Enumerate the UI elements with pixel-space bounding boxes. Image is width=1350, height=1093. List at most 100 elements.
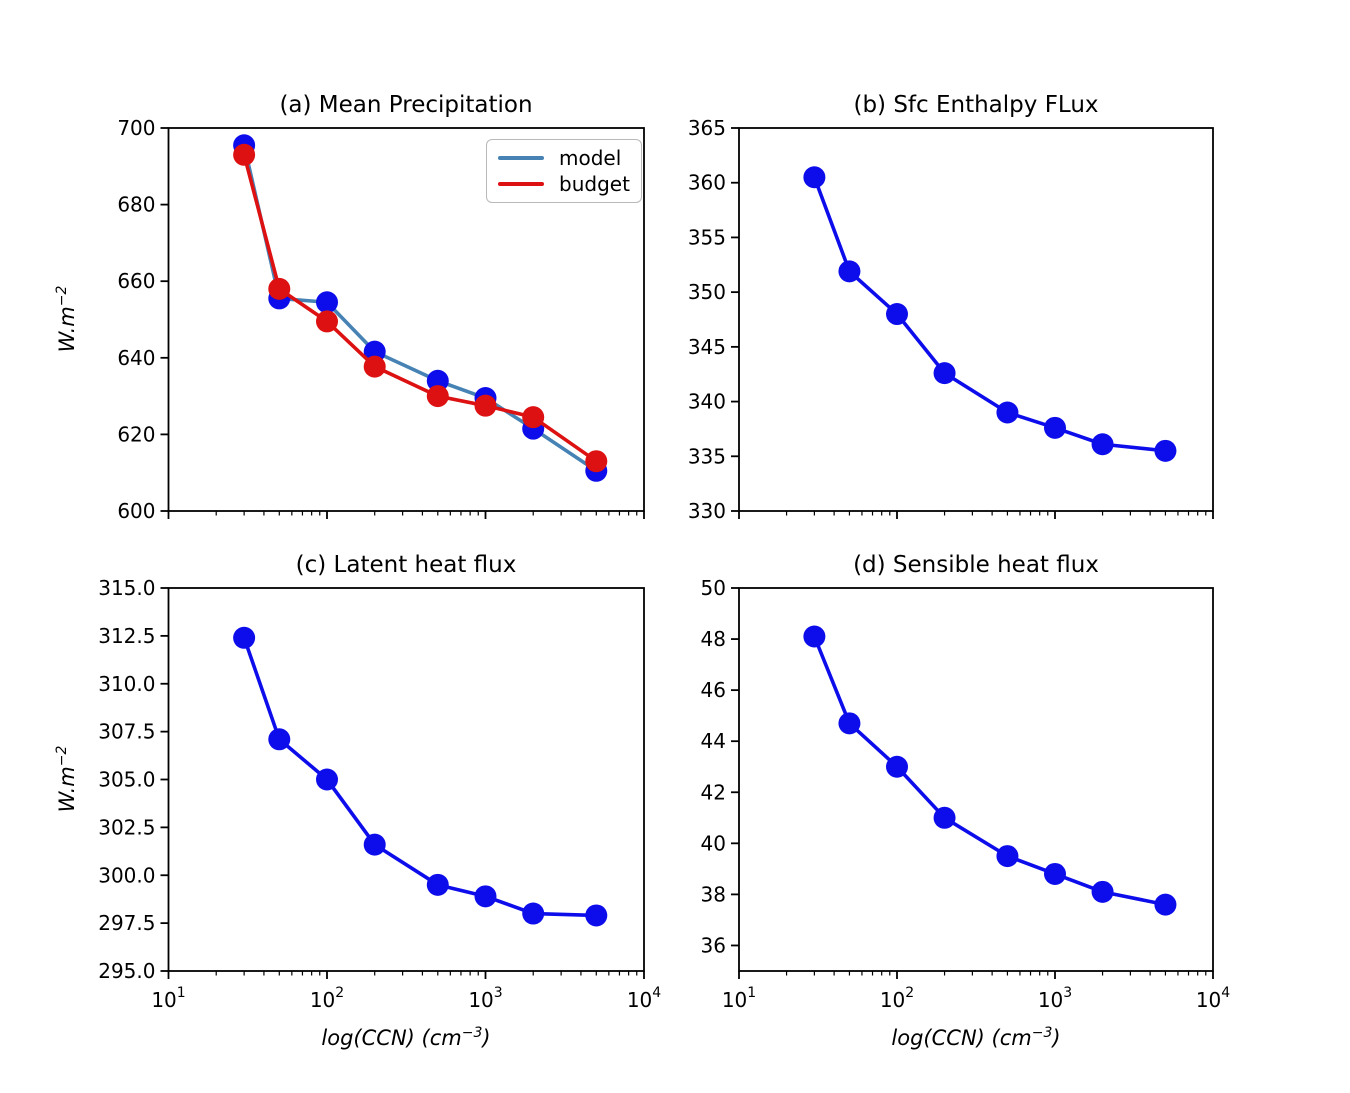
data-point-latent — [522, 902, 545, 925]
y-tick-label: 38 — [701, 882, 726, 906]
series-line-enthalpy — [812, 176, 1166, 453]
model-line-swatch — [498, 155, 544, 160]
y-tick-label: 335 — [688, 444, 726, 468]
y-tick-label: 40 — [701, 831, 726, 855]
panel-d-xlabel: log(CCN) (cm−3) — [739, 1026, 1213, 1050]
y-tick-label: 50 — [701, 576, 726, 600]
y-tick-label: 46 — [701, 678, 726, 702]
data-point-budget — [316, 310, 338, 333]
xlabel-exponent: −3 — [461, 1025, 483, 1041]
panel-a-title: (a) Mean Precipitation — [279, 92, 533, 118]
data-point-enthalpy — [1154, 439, 1177, 462]
legend-item-model: model — [487, 147, 641, 169]
data-point-enthalpy — [1091, 433, 1114, 456]
y-tick-label: 295.0 — [98, 959, 155, 983]
data-point-sensible — [886, 755, 908, 778]
y-tick-label: 620 — [117, 422, 155, 446]
budget-line-swatch — [498, 182, 544, 187]
legend-label: model — [559, 145, 622, 170]
y-tick-label: 297.5 — [98, 911, 155, 935]
data-point-sensible — [1154, 893, 1177, 916]
panel-b: 330 335 340 345 350 355 360 365 — [688, 116, 1214, 523]
y-tick-label: 302.5 — [98, 815, 155, 839]
data-point-enthalpy — [838, 260, 861, 283]
y-tick-label: 345 — [688, 335, 726, 359]
y-tick-label: 640 — [117, 346, 155, 370]
data-point-sensible — [1044, 862, 1066, 885]
xlabel-exponent: −3 — [1031, 1025, 1053, 1041]
panel-d: 36 38 40 42 44 46 48 50 101 102 103 104 — [701, 576, 1231, 1012]
axes-spines — [167, 587, 645, 972]
panel-c-title: (c) Latent heat flux — [295, 552, 517, 578]
data-point-latent — [426, 873, 449, 896]
x-tick-label: 104 — [1196, 985, 1230, 1012]
data-point-sensible — [803, 625, 826, 648]
xlabel-close: ) — [482, 1026, 491, 1050]
axes-spines — [738, 587, 1214, 972]
y-tick-label: 360 — [688, 171, 726, 195]
y-tick-label: 700 — [117, 116, 155, 140]
data-point-latent — [268, 728, 291, 751]
x-tick-label: 102 — [310, 985, 344, 1012]
data-point-model — [316, 291, 338, 314]
y-tick-label: 305.0 — [98, 768, 155, 792]
y-tick-label: 48 — [701, 627, 726, 651]
data-point-sensible — [838, 712, 861, 735]
data-point-enthalpy — [803, 166, 826, 189]
data-point-budget — [426, 385, 449, 408]
legend-label: budget — [559, 172, 630, 197]
series-line-sensible — [812, 635, 1166, 907]
y-tick-label: 340 — [688, 390, 726, 414]
xlabel-text: log(CCN) (cm — [321, 1026, 462, 1050]
xlabel-text: log(CCN) (cm — [891, 1026, 1032, 1050]
y-tick-label: 680 — [117, 193, 155, 217]
data-point-sensible — [933, 806, 956, 829]
y-tick-label: 300.0 — [98, 863, 155, 887]
axes-spines — [167, 127, 645, 512]
data-point-budget — [363, 355, 386, 378]
x-tick-label: 103 — [468, 985, 502, 1012]
series-line-latent — [242, 637, 597, 918]
data-point-latent — [233, 626, 256, 649]
ylabel-exponent: −2 — [54, 285, 70, 307]
y-tick-label: 660 — [117, 269, 155, 293]
axes-spines — [738, 127, 1214, 512]
data-point-budget — [474, 394, 497, 417]
x-tick-label: 104 — [627, 985, 661, 1012]
y-tick-label: 350 — [688, 280, 726, 304]
data-point-enthalpy — [933, 362, 956, 385]
ylabel-text: W.m — [55, 766, 79, 813]
x-tick-label: 102 — [880, 985, 914, 1012]
data-point-budget — [522, 406, 545, 429]
x-tick-label: 101 — [722, 985, 756, 1012]
data-point-enthalpy — [886, 303, 908, 326]
y-tick-label: 600 — [117, 499, 155, 523]
data-point-sensible — [996, 845, 1019, 868]
data-point-budget — [585, 450, 608, 473]
panel-c-ylabel: W.m−2 — [54, 649, 83, 909]
y-tick-label: 307.5 — [98, 720, 155, 744]
ylabel-exponent: −2 — [54, 745, 70, 767]
data-point-budget — [233, 143, 256, 166]
x-tick-label: 103 — [1038, 985, 1072, 1012]
y-tick-label: 44 — [701, 729, 726, 753]
panel-d-title: (d) Sensible heat flux — [853, 552, 1099, 578]
panel-c-xlabel: log(CCN) (cm−3) — [168, 1026, 644, 1050]
y-tick-label: 355 — [688, 225, 726, 249]
data-point-enthalpy — [996, 401, 1019, 424]
data-point-model — [426, 369, 449, 392]
y-tick-label: 330 — [688, 499, 726, 523]
panel-c: 295.0 297.5 300.0 302.5 305.0 307.5 310.0 312.5… — [98, 576, 661, 1012]
y-tick-label: 365 — [688, 116, 726, 140]
panel-a-ylabel: W.m−2 — [54, 189, 83, 449]
y-tick-label: 310.0 — [98, 672, 155, 696]
y-tick-label: 312.5 — [98, 624, 155, 648]
data-point-latent — [363, 833, 386, 856]
y-tick-label: 315.0 — [98, 576, 155, 600]
data-point-budget — [268, 277, 291, 300]
x-tick-label: 101 — [151, 985, 185, 1012]
y-tick-label: 36 — [701, 933, 726, 957]
data-point-sensible — [1091, 880, 1114, 903]
data-point-enthalpy — [1044, 416, 1066, 439]
